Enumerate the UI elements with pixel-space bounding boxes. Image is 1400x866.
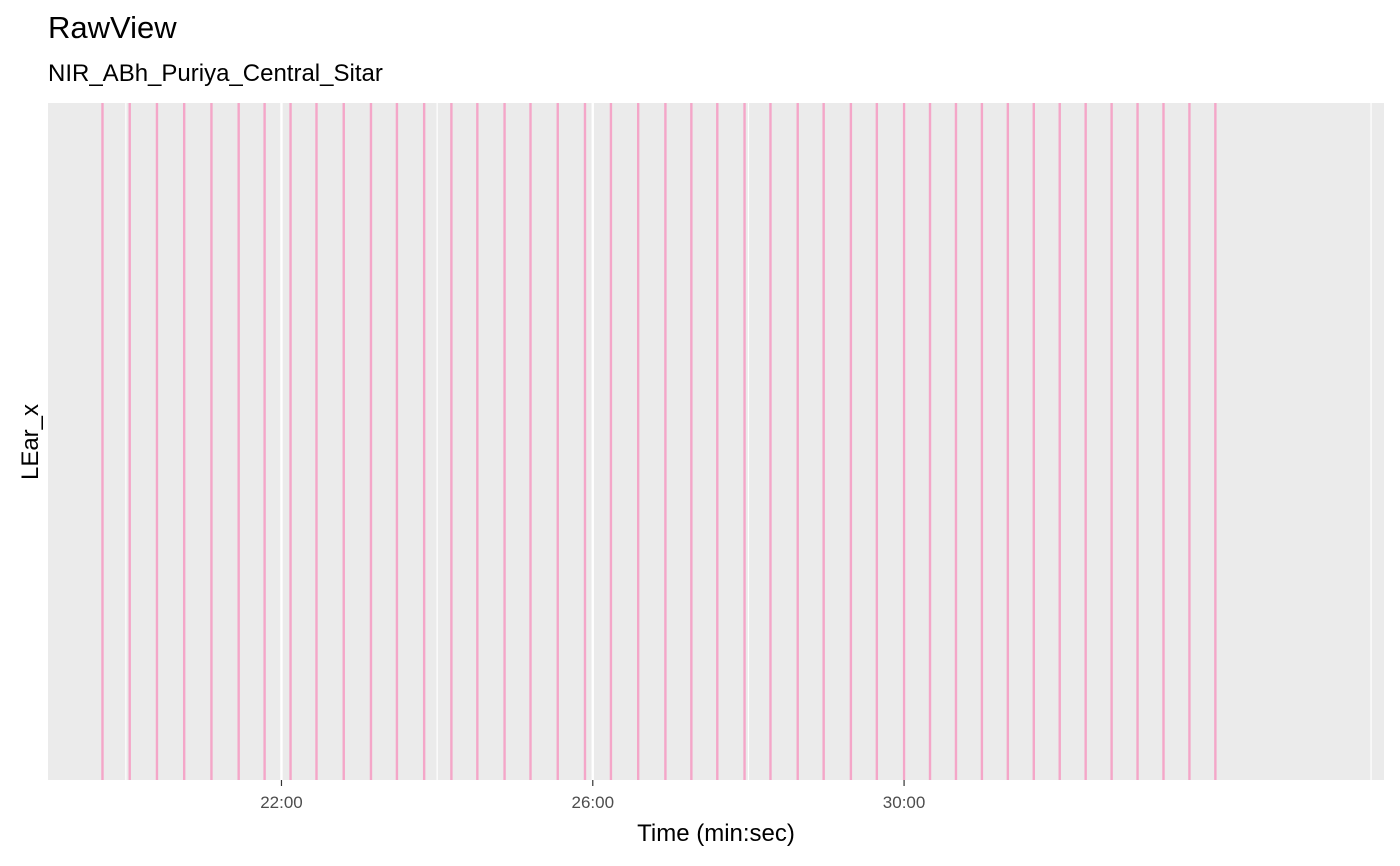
x-tick-label: 22:00 [260, 793, 303, 812]
data-lines [101, 103, 1217, 780]
plot-panel [48, 103, 1384, 780]
x-axis-label: Time (min:sec) [637, 820, 795, 847]
x-tick-label: 26:00 [572, 793, 615, 812]
x-tick-label: 30:00 [883, 793, 926, 812]
chart-subtitle: NIR_ABh_Puriya_Central_Sitar [48, 60, 383, 87]
x-axis-ticks: 22:00 26:00 30:00 [260, 780, 925, 812]
chart-title: RawView [48, 10, 177, 45]
